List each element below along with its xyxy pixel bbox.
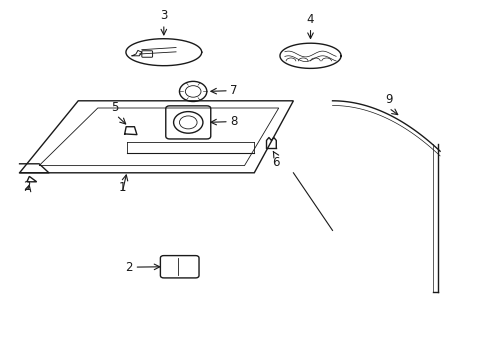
Text: 2: 2	[125, 261, 133, 274]
Text: 7: 7	[229, 84, 237, 97]
Text: 3: 3	[160, 9, 167, 22]
Text: 9: 9	[384, 93, 392, 106]
Text: 5: 5	[111, 102, 119, 114]
Text: 2: 2	[23, 180, 31, 193]
Text: 8: 8	[229, 115, 237, 128]
Text: 4: 4	[306, 13, 314, 26]
Text: 6: 6	[272, 156, 280, 168]
Text: 1: 1	[118, 181, 126, 194]
